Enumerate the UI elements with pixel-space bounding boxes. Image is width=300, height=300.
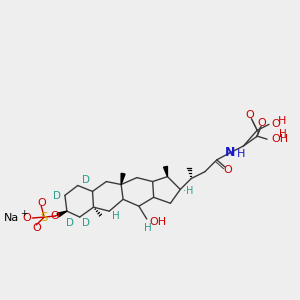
Text: +: + (20, 208, 27, 217)
Polygon shape (164, 167, 167, 177)
Text: H: H (278, 116, 286, 126)
Text: O: O (245, 110, 254, 121)
Text: ·H: ·H (183, 186, 194, 197)
Polygon shape (121, 173, 125, 184)
Text: OH: OH (150, 217, 167, 227)
Text: O: O (258, 118, 266, 128)
Text: D: D (82, 175, 90, 184)
Polygon shape (57, 211, 67, 217)
Text: H: H (144, 223, 152, 233)
Text: O: O (22, 213, 32, 223)
Text: O: O (32, 223, 41, 233)
Text: D: D (82, 218, 90, 228)
Text: O: O (37, 198, 46, 208)
Text: D: D (66, 218, 74, 228)
Text: H: H (236, 149, 245, 159)
Text: OH: OH (271, 134, 288, 144)
Text: O: O (51, 211, 59, 221)
Text: S: S (40, 211, 48, 224)
Text: N: N (224, 146, 235, 160)
Text: H: H (279, 129, 286, 139)
Text: Na: Na (4, 213, 20, 223)
Text: O: O (271, 119, 280, 129)
Text: D: D (53, 191, 61, 201)
Text: H: H (112, 211, 120, 221)
Text: O: O (223, 165, 232, 175)
